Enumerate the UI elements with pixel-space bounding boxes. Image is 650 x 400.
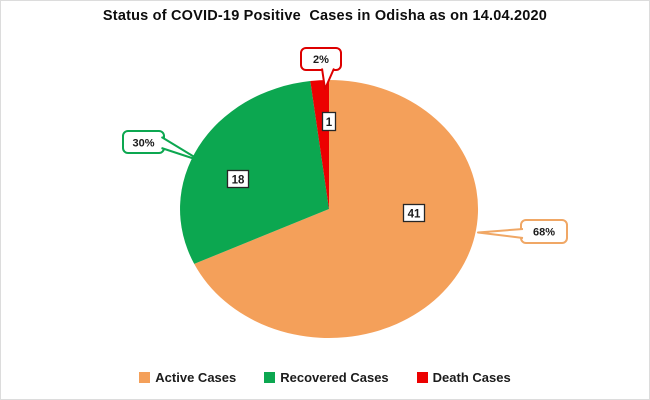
callout-death-percent: 2%: [300, 47, 342, 90]
callout-recovered-label: 30%: [132, 138, 154, 150]
legend-label-active: Active Cases: [155, 370, 237, 385]
data-label-death: 1: [321, 111, 337, 132]
pie-slice-active: [194, 80, 479, 338]
legend-swatch-death-icon: [416, 372, 428, 383]
data-label-recovered-box: [226, 169, 250, 189]
callout-recovered-tail: [160, 136, 202, 162]
callout-active-percent: 68%: [477, 219, 568, 244]
data-label-active-box: [402, 203, 426, 223]
callout-death-tail: [321, 68, 335, 90]
data-label-active-value: 41: [408, 209, 421, 221]
callout-active-tail: [477, 228, 524, 239]
callout-active-label: 68%: [533, 227, 555, 239]
legend-item-recovered: Recovered Cases: [264, 370, 389, 385]
legend-label-death: Death Cases: [432, 370, 511, 385]
pie-slice-recovered: [180, 81, 329, 264]
chart-title: Status of COVID-19 Positive Cases in Odi…: [102, 8, 548, 24]
data-label-death-box: [321, 111, 337, 132]
legend-swatch-active-icon: [139, 372, 151, 383]
data-label-recovered-value: 18: [232, 175, 245, 187]
callout-death-box: [300, 47, 342, 71]
legend-label-recovered: Recovered Cases: [280, 370, 389, 385]
legend-swatch-recovered-icon: [264, 372, 276, 383]
legend: Active Cases Recovered Cases Death Cases: [1, 370, 649, 385]
legend-item-death: Death Cases: [416, 370, 511, 385]
data-label-active: 41: [402, 203, 426, 223]
callout-death-label: 2%: [313, 54, 329, 66]
legend-item-active: Active Cases: [139, 370, 236, 385]
callout-recovered-percent: 30%: [122, 130, 202, 162]
data-label-recovered: 18: [226, 169, 250, 189]
data-label-death-value: 1: [326, 117, 333, 129]
